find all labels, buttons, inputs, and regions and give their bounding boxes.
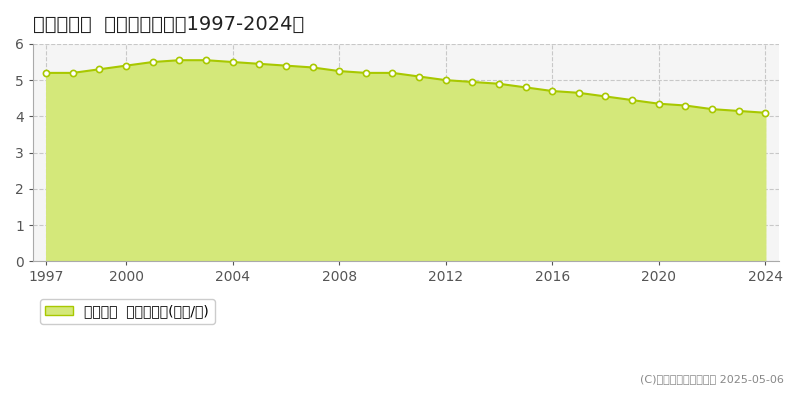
Point xyxy=(66,70,79,76)
Point xyxy=(626,97,638,103)
Point xyxy=(120,62,133,69)
Point xyxy=(546,88,558,94)
Point xyxy=(759,110,772,116)
Point xyxy=(413,73,426,80)
Point xyxy=(573,90,586,96)
Point xyxy=(226,59,239,65)
Point xyxy=(253,61,266,67)
Point xyxy=(732,108,745,114)
Point xyxy=(652,100,665,107)
Point xyxy=(493,80,506,87)
Point xyxy=(706,106,718,112)
Point xyxy=(306,64,319,71)
Text: (C)土地価格ドットコム 2025-05-06: (C)土地価格ドットコム 2025-05-06 xyxy=(640,374,784,384)
Text: 鳥取市野坂  基準地価推移［1997-2024］: 鳥取市野坂 基準地価推移［1997-2024］ xyxy=(33,15,304,34)
Point xyxy=(386,70,399,76)
Point xyxy=(519,84,532,90)
Point xyxy=(439,77,452,83)
Point xyxy=(173,57,186,64)
Point xyxy=(93,66,106,72)
Point xyxy=(359,70,372,76)
Point xyxy=(679,102,692,109)
Point xyxy=(200,57,213,64)
Legend: 基準地価  平均坪単価(万円/坪): 基準地価 平均坪単価(万円/坪) xyxy=(40,299,214,324)
Point xyxy=(279,62,292,69)
Point xyxy=(333,68,346,74)
Point xyxy=(466,79,478,85)
Point xyxy=(146,59,159,65)
Point xyxy=(40,70,53,76)
Point xyxy=(599,93,612,100)
